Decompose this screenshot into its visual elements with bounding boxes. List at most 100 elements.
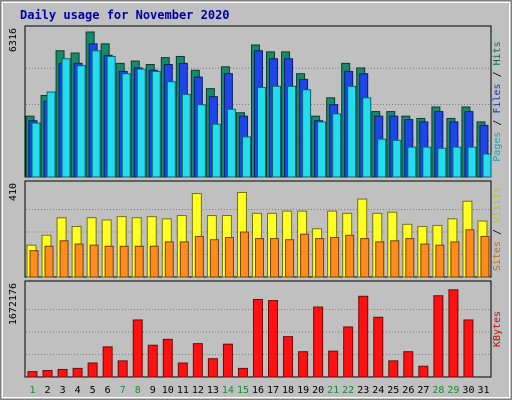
chart-panels: 6316 Pages / Files / Hits 410 Sites / Visit…	[8, 25, 503, 378]
x-tick-label: 20	[312, 385, 324, 396]
chart-title: Daily usage for November 2020	[20, 8, 230, 22]
bar	[42, 370, 53, 378]
bar	[252, 298, 263, 378]
bar	[194, 235, 204, 278]
bar	[388, 360, 399, 378]
bar	[104, 245, 114, 278]
legend-item: Visits	[492, 187, 503, 223]
bar	[332, 113, 342, 178]
bar	[211, 123, 221, 178]
x-tick-label: 24	[372, 385, 384, 396]
bar	[405, 238, 415, 278]
bar	[29, 250, 39, 278]
bar	[300, 233, 310, 278]
bar	[136, 68, 146, 178]
bar	[57, 368, 68, 378]
bar	[347, 85, 357, 178]
legend-item: Hits	[492, 41, 503, 65]
panel-3: 1672176 KBytes	[8, 280, 503, 378]
x-tick-label: 6	[105, 385, 111, 396]
bar	[467, 146, 477, 178]
bar	[272, 85, 282, 178]
bar	[89, 244, 99, 278]
bar	[72, 367, 83, 378]
bar	[482, 153, 492, 178]
x-tick-label: 21	[327, 385, 339, 396]
bar	[480, 235, 490, 278]
bar	[179, 241, 189, 278]
bar	[313, 306, 324, 378]
bar	[420, 243, 430, 278]
bar	[59, 240, 69, 278]
bar	[256, 86, 266, 178]
bar	[437, 147, 447, 178]
bar	[207, 358, 218, 378]
bar	[121, 73, 131, 178]
bar	[433, 295, 444, 378]
bar	[237, 367, 248, 378]
bar	[132, 319, 143, 378]
bar	[166, 81, 176, 178]
bar	[209, 239, 219, 278]
bar	[46, 91, 56, 178]
bar	[463, 319, 474, 378]
series-legend: Sites / Visits	[492, 187, 503, 271]
bar	[147, 344, 158, 378]
bar	[360, 238, 370, 278]
x-tick-label: 4	[75, 385, 81, 396]
bar	[298, 351, 309, 378]
bar	[422, 146, 432, 178]
bar	[177, 362, 188, 378]
x-tick-label: 15	[237, 385, 249, 396]
bar	[87, 362, 98, 378]
bar	[343, 326, 354, 378]
bar	[435, 244, 445, 278]
legend-item: Files	[492, 83, 503, 113]
bar	[403, 351, 414, 378]
bar	[407, 146, 417, 178]
bar	[302, 89, 312, 178]
bar	[151, 70, 161, 178]
x-tick-label: 30	[462, 385, 474, 396]
y-max-label: 410	[8, 183, 19, 201]
bar	[287, 85, 297, 178]
bar	[192, 343, 203, 378]
series-legend: KBytes	[492, 311, 503, 347]
legend-item: Pages	[492, 132, 503, 162]
bar	[285, 239, 295, 278]
bar	[164, 241, 174, 278]
x-tick-label: 12	[192, 385, 204, 396]
x-tick-label: 26	[402, 385, 414, 396]
bar	[465, 229, 475, 278]
y-max-label: 1672176	[8, 283, 19, 325]
x-tick-label: 18	[282, 385, 294, 396]
x-tick-label: 28	[432, 385, 444, 396]
x-tick-label: 5	[90, 385, 96, 396]
x-tick-label: 17	[267, 385, 279, 396]
bar	[222, 343, 233, 378]
legend-item: Sites	[492, 241, 503, 271]
legend-separator: /	[492, 223, 503, 241]
x-tick-label: 9	[150, 385, 156, 396]
bar	[226, 108, 236, 178]
x-tick-label: 23	[357, 385, 369, 396]
x-tick-label: 11	[177, 385, 189, 396]
bar	[119, 245, 129, 278]
bar	[345, 234, 355, 278]
x-tick-label: 2	[45, 385, 51, 396]
x-tick-label: 10	[162, 385, 174, 396]
bar	[102, 346, 113, 378]
x-tick-label: 29	[447, 385, 459, 396]
bar	[74, 243, 84, 278]
bar	[283, 336, 294, 378]
x-tick-label: 27	[417, 385, 429, 396]
bar	[61, 58, 71, 178]
legend-separator: /	[492, 114, 503, 132]
bar	[373, 316, 384, 378]
bar	[390, 240, 400, 278]
bar	[392, 139, 402, 178]
x-tick-label: 25	[387, 385, 399, 396]
panel-2: 410 Sites / Visits	[8, 180, 503, 278]
